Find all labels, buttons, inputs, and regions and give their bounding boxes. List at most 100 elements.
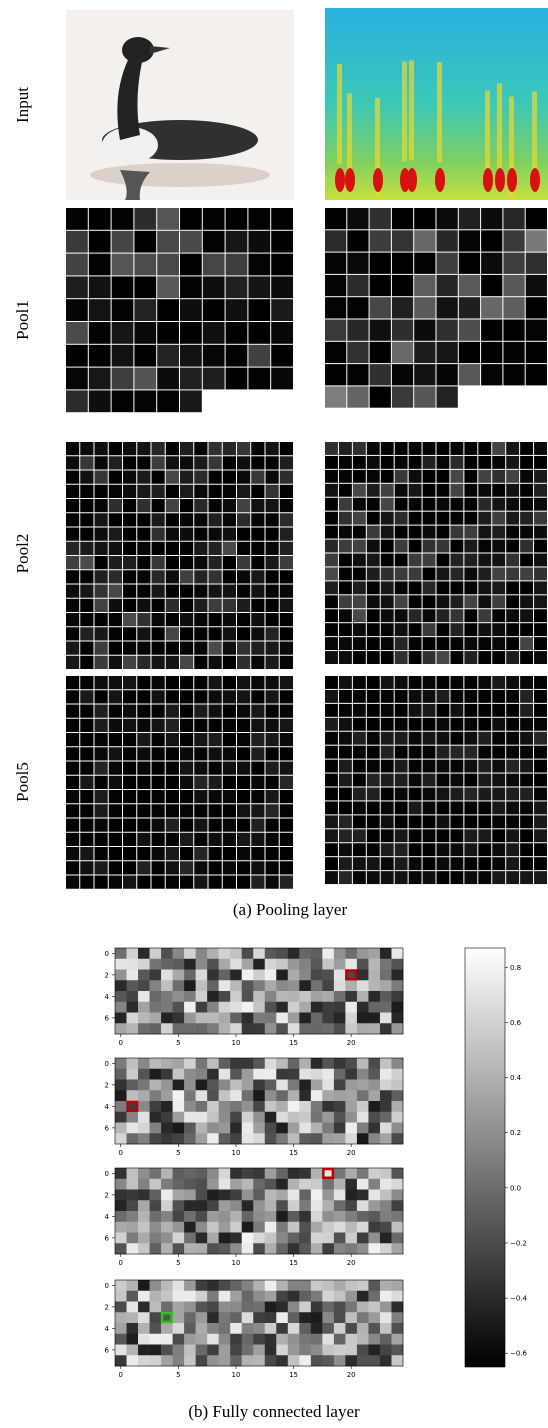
feature-map (338, 787, 352, 801)
heatmap-cell (149, 1232, 162, 1244)
feature-map (237, 804, 251, 818)
feature-map (165, 733, 179, 747)
heatmap-cell (207, 1101, 219, 1113)
feature-map (137, 790, 151, 804)
feature-map (534, 815, 547, 829)
feature-map (194, 733, 208, 747)
heatmap-cell (195, 991, 208, 1003)
feature-map (520, 871, 534, 885)
heatmap-cell (161, 1312, 173, 1324)
feature-map (66, 208, 88, 230)
burst (337, 63, 342, 164)
feature-map (347, 341, 369, 364)
feature-map (194, 847, 208, 861)
feature-map (225, 299, 248, 321)
feature-map (265, 818, 279, 832)
heatmap-cell (356, 1023, 369, 1035)
feature-map (408, 801, 422, 815)
heatmap-cell (207, 1023, 219, 1035)
feature-map (88, 299, 111, 321)
feature-map (422, 483, 436, 497)
feature-map (520, 843, 534, 857)
feature-map (208, 527, 222, 541)
feature-map (94, 470, 108, 484)
feature-map (237, 541, 251, 555)
feature-map (251, 847, 265, 861)
feature-map (436, 703, 450, 717)
heatmap-cell (379, 1211, 392, 1223)
feature-map (492, 469, 506, 483)
heatmap-cell (184, 1232, 196, 1244)
feature-map (525, 274, 547, 297)
feature-map (80, 584, 94, 598)
feature-map (94, 456, 108, 470)
feature-map (492, 717, 506, 731)
heatmap-cell (230, 1355, 243, 1367)
row-label: Pool2 (13, 534, 32, 574)
feature-map (251, 775, 265, 789)
feature-map (450, 843, 464, 857)
feature-map (137, 470, 151, 484)
feature-map (478, 857, 492, 871)
feature-map (464, 609, 478, 623)
feature-map (525, 364, 547, 386)
heatmap-cell (333, 1023, 346, 1035)
feature-map (325, 637, 338, 651)
feature-map (137, 847, 151, 861)
feature-map (94, 704, 108, 718)
heatmap-cell (126, 1312, 139, 1324)
y-tick-label: 6 (105, 1014, 110, 1022)
feature-map (391, 230, 414, 252)
feature-map (380, 637, 394, 651)
heatmap-cell (287, 1058, 300, 1070)
heatmap-cell (253, 1312, 266, 1324)
y-tick-label: 2 (105, 1191, 109, 1199)
heatmap-cell (310, 958, 323, 970)
feature-map (394, 857, 408, 871)
feature-map (492, 483, 506, 497)
feature-map (279, 790, 293, 804)
heatmap-cell (230, 1189, 243, 1201)
feature-map (436, 773, 450, 787)
feature-map (123, 484, 137, 498)
heatmap-cell (138, 969, 150, 981)
heatmap-cell (184, 980, 196, 992)
feature-map (66, 230, 88, 253)
heatmap-cell (149, 1243, 162, 1255)
heatmap-cell (172, 1189, 185, 1201)
heatmap-cell (310, 1101, 323, 1113)
heatmap-cell (264, 1168, 277, 1180)
heatmap-cell (230, 948, 243, 960)
heatmap-cell (184, 1079, 196, 1091)
heatmap-cell (138, 1221, 150, 1233)
heatmap-cell (149, 1355, 162, 1367)
feature-map (248, 299, 271, 321)
feature-map (237, 733, 251, 747)
heatmap-cell (356, 958, 369, 970)
feature-map (347, 319, 369, 341)
feature-map (352, 871, 366, 885)
feature-map (279, 556, 293, 570)
heatmap-cell (253, 980, 266, 992)
heatmap-cell (241, 1344, 254, 1356)
feature-map (180, 527, 194, 541)
feature-map (265, 499, 279, 513)
feature-map (111, 322, 134, 344)
feature-map (520, 651, 534, 664)
feature-map (352, 595, 366, 609)
x-tick-label: 10 (231, 1039, 240, 1047)
heatmap-cell (241, 1122, 254, 1134)
feature-map (325, 511, 338, 525)
heatmap-cell (299, 1023, 312, 1035)
feature-map (366, 703, 380, 717)
heatmap-cell (115, 980, 127, 992)
feature-map (422, 469, 436, 483)
heatmap-cell (356, 1111, 369, 1123)
feature-map (436, 676, 450, 689)
feature-map (380, 651, 394, 664)
feature-map (180, 442, 194, 456)
feature-map (408, 871, 422, 885)
heatmap-cell (218, 1211, 231, 1223)
heatmap-cell (184, 1301, 196, 1313)
heatmap-cell (264, 1355, 277, 1367)
